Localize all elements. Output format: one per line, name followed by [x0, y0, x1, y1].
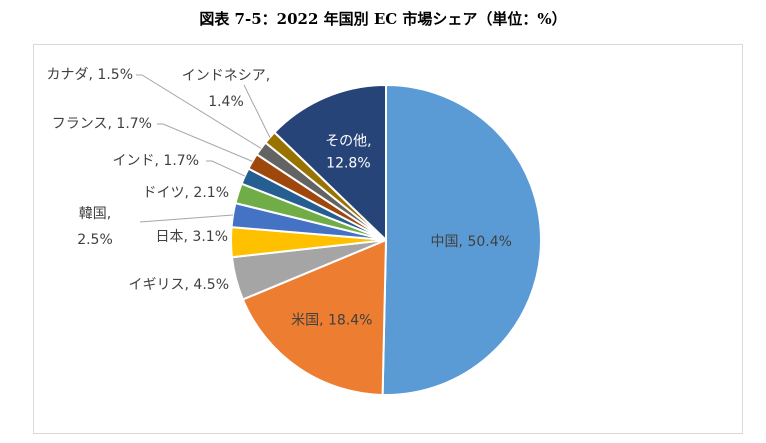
- leader-line-6: [206, 160, 246, 177]
- slice-label-5: ドイツ, 2.1%: [143, 185, 229, 201]
- chart-frame: [33, 44, 743, 434]
- slice-label-7: フランス, 1.7%: [52, 116, 152, 132]
- leader-line-8: [136, 74, 262, 149]
- slice-label-0: 中国, 50.4%: [431, 234, 512, 250]
- slice-label-6: インド, 1.7%: [113, 153, 199, 169]
- pie-slice-10: [273, 83, 387, 243]
- slice-label-4: 韓国, 2.5%: [77, 206, 113, 248]
- slice-label-2: イギリス, 4.5%: [129, 277, 229, 293]
- slice-label-8: カナダ, 1.5%: [47, 67, 133, 83]
- slice-label-1: 米国, 18.4%: [291, 312, 372, 328]
- pie-slice-0: [381, 83, 542, 396]
- leader-line-9: [243, 84, 271, 138]
- chart-title: 図表 7-5：2022 年国別 EC 市場シェア（単位：%）: [199, 10, 567, 28]
- leader-line-7: [157, 123, 253, 162]
- slice-label-3: 日本, 3.1%: [156, 229, 228, 245]
- slice-label-9: インドネシア, 1.4%: [182, 68, 270, 110]
- pie-slice-1: [241, 238, 388, 396]
- leader-line-4: [139, 214, 234, 223]
- slice-label-10: その他, 12.8%: [325, 134, 371, 172]
